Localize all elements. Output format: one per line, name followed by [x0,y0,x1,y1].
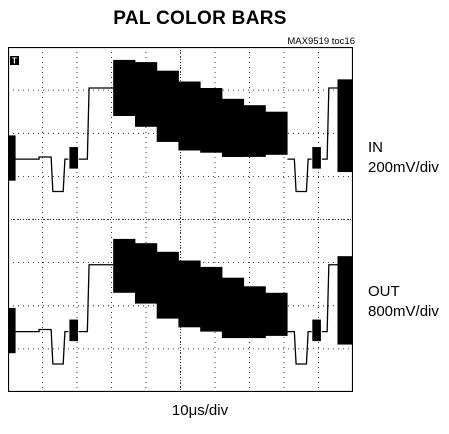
trigger-marker: T [10,56,19,66]
colour-bar [265,111,288,155]
figure-code: MAX9519 toc16 [287,36,355,47]
colour-burst [69,147,79,169]
out-channel-name: OUT [368,283,400,300]
colour-bar [156,70,179,142]
sync-path [287,264,338,365]
in-label: IN 200mV/div [368,138,439,178]
colour-bar [265,292,288,336]
colour-bar [113,59,136,116]
signal-block [8,135,16,181]
traces [8,59,353,365]
out-label: OUT 800mV/div [368,282,439,322]
colour-bar [200,266,223,332]
x-axis-scale: 10μs/div [171,402,229,419]
oscilloscope-screen: T [8,47,353,392]
signal-block [337,256,353,345]
svg-text:T: T [12,57,17,66]
sync-path [287,87,338,193]
in-trace [8,59,353,193]
in-channel-name: IN [368,139,383,156]
colour-bar [221,277,245,339]
colour-burst [69,319,79,342]
colour-bar [243,286,266,339]
out-trace [8,238,353,365]
colour-bar [135,62,158,127]
colour-bar [178,260,201,328]
sync-path [8,264,114,365]
colour-bar [221,98,245,157]
sync-path [8,87,114,193]
chart-title: PAL COLOR BARS [113,8,287,29]
colour-bar [156,251,179,319]
colour-bar [135,243,158,304]
in-channel-scale: 200mV/div [368,159,439,176]
colour-bar [243,105,266,157]
signal-block [337,79,353,173]
colour-burst [312,319,321,342]
out-channel-scale: 800mV/div [368,303,439,320]
colour-bar [113,238,136,293]
colour-bar [200,88,223,153]
colour-burst [312,147,321,169]
signal-block [8,307,16,354]
colour-bar [178,81,201,151]
